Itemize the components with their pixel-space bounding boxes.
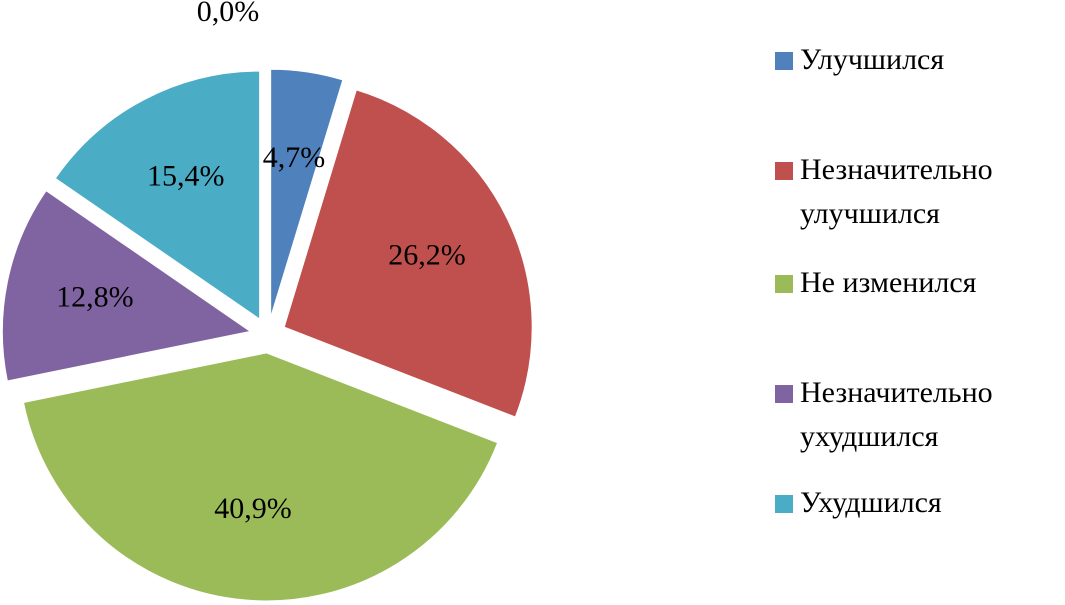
legend-item: Улучшился bbox=[775, 38, 1060, 82]
legend-swatch bbox=[775, 275, 793, 293]
pie-slice bbox=[54, 70, 261, 321]
legend-item: Не изменился bbox=[775, 261, 1060, 305]
legend-item: Ухудшился bbox=[775, 481, 1060, 525]
data-label: 26,2% bbox=[388, 239, 466, 272]
data-label: 4,7% bbox=[263, 141, 326, 174]
legend-label: Незначительно ухудшился bbox=[800, 376, 993, 453]
data-label: 12,8% bbox=[56, 281, 134, 314]
legend-swatch bbox=[775, 52, 793, 70]
data-label: 0,0% bbox=[197, 0, 260, 28]
legend-swatch bbox=[775, 162, 793, 180]
legend-label: Не изменился bbox=[800, 266, 977, 299]
data-label: 15,4% bbox=[147, 159, 225, 192]
legend-item: Незначительно ухудшился bbox=[775, 371, 1060, 459]
legend-label: Незначительно улучшился bbox=[800, 153, 993, 230]
legend-item: Незначительно улучшился bbox=[775, 148, 1060, 236]
legend-swatch bbox=[775, 385, 793, 403]
pie-slice bbox=[270, 68, 344, 318]
legend-label: Ухудшился bbox=[800, 486, 942, 519]
legend-swatch bbox=[775, 495, 793, 513]
pie-slice bbox=[22, 352, 499, 602]
pie-slice bbox=[1, 190, 252, 382]
pie-slice bbox=[283, 89, 533, 418]
data-label: 40,9% bbox=[214, 492, 292, 525]
legend-label: Улучшился bbox=[800, 43, 945, 76]
